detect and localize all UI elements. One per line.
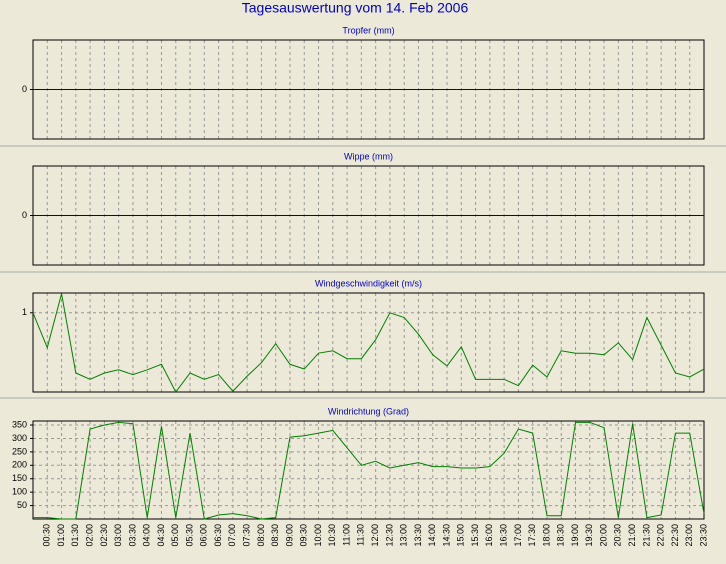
x-tick-label: 12:00	[370, 524, 380, 547]
y-tick-label: 250	[12, 446, 27, 456]
x-tick-label: 15:30	[470, 524, 480, 547]
x-tick-label: 21:30	[641, 524, 651, 547]
x-tick-label: 21:00	[627, 524, 637, 547]
x-tick-label: 23:00	[684, 524, 694, 547]
x-tick-label: 05:30	[184, 524, 194, 547]
data-line	[32, 293, 705, 393]
panel-title: Windgeschwindigkeit (m/s)	[315, 278, 422, 288]
y-tick-label: 50	[17, 500, 27, 510]
x-tick-label: 19:30	[584, 524, 594, 547]
x-tick-label: 20:30	[613, 524, 623, 547]
x-tick-label: 08:30	[270, 524, 280, 547]
x-tick-label: 17:30	[527, 524, 537, 547]
x-tick-label: 02:30	[99, 524, 109, 547]
panel-title: Tropfer (mm)	[342, 25, 394, 35]
x-tick-label: 16:30	[499, 524, 509, 547]
x-tick-label: 06:30	[213, 524, 223, 547]
x-tick-label: 14:30	[441, 524, 451, 547]
x-tick-label: 11:00	[341, 524, 351, 546]
x-tick-label: 16:00	[484, 524, 494, 547]
x-tick-label: 12:30	[384, 524, 394, 547]
x-tick-label: 09:00	[284, 524, 294, 547]
plot-frame	[32, 292, 705, 393]
x-tick-label: 13:30	[413, 524, 423, 547]
x-tick-label: 20:00	[598, 524, 608, 547]
x-tick-label: 05:00	[170, 524, 180, 547]
x-tick-label: 11:30	[356, 524, 366, 546]
x-tick-label: 14:00	[427, 524, 437, 547]
y-tick-label: 0	[22, 84, 27, 94]
x-tick-label: 03:30	[127, 524, 137, 547]
x-tick-label: 10:30	[327, 524, 337, 547]
x-tick-label: 15:00	[456, 524, 466, 547]
x-tick-label: 00:30	[42, 524, 52, 547]
x-tick-label: 09:30	[299, 524, 309, 547]
x-tick-label: 04:30	[156, 524, 166, 547]
y-tick-label: 1	[22, 307, 27, 317]
x-tick-label: 01:00	[56, 524, 66, 547]
x-tick-label: 04:00	[142, 524, 152, 547]
x-tick-label: 01:30	[70, 524, 80, 547]
data-line	[33, 421, 705, 520]
panel-title: Wippe (mm)	[344, 151, 393, 161]
x-tick-label: 07:30	[242, 524, 252, 547]
y-tick-label: 100	[12, 487, 27, 497]
x-tick-label: 03:00	[113, 524, 123, 547]
y-tick-label: 200	[12, 460, 27, 470]
x-tick-label: 08:00	[256, 524, 266, 547]
x-tick-label: 23:30	[698, 524, 708, 547]
panel-title: Windrichtung (Grad)	[328, 406, 409, 416]
x-tick-label: 07:00	[227, 524, 237, 547]
x-tick-label: 10:00	[313, 524, 323, 547]
x-tick-label: 22:00	[656, 524, 666, 547]
y-tick-label: 300	[12, 433, 27, 443]
x-tick-label: 06:00	[199, 524, 209, 547]
y-tick-label: 150	[12, 473, 27, 483]
x-tick-label: 22:30	[670, 524, 680, 547]
x-tick-label: 13:00	[399, 524, 409, 547]
page-title: Tagesauswertung vom 14. Feb 2006	[242, 0, 469, 16]
x-tick-label: 02:00	[84, 524, 94, 547]
plot-frame	[32, 420, 705, 520]
y-tick-label: 350	[12, 419, 27, 429]
y-tick-label: 0	[22, 210, 27, 220]
x-tick-label: 17:00	[513, 524, 523, 547]
x-tick-label: 18:00	[541, 524, 551, 547]
x-tick-label: 18:30	[556, 524, 566, 547]
x-tick-label: 19:00	[570, 524, 580, 547]
